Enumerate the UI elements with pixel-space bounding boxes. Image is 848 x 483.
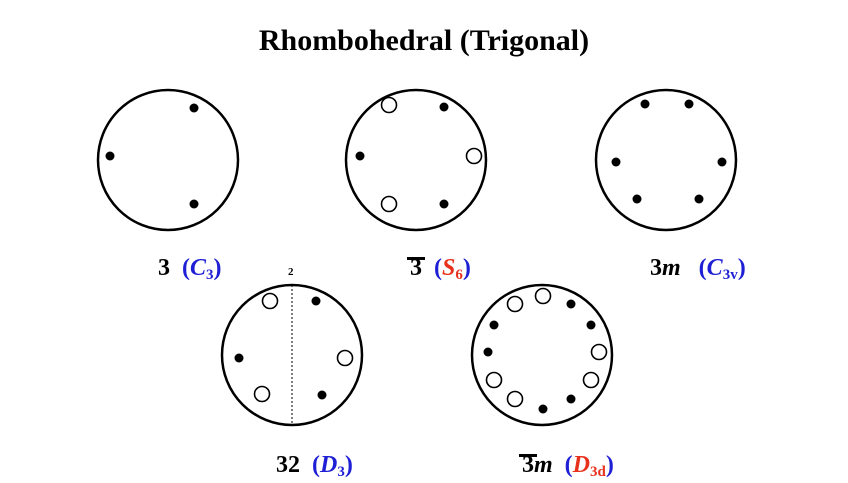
hm-symbol-overbar: 3 xyxy=(407,255,425,281)
hm-symbol: 32 xyxy=(276,452,300,478)
dot-upper xyxy=(489,320,499,330)
dot-upper xyxy=(632,194,642,204)
dot-upper xyxy=(234,353,244,363)
dot-upper xyxy=(538,404,548,414)
ring-lower xyxy=(506,295,524,313)
hm-symbol: 3m xyxy=(519,452,553,478)
dot-upper xyxy=(317,390,327,400)
ring-lower xyxy=(253,385,271,403)
stereogram-3bar xyxy=(344,88,488,232)
dot-upper xyxy=(189,103,199,113)
stereogram-3 xyxy=(96,88,240,232)
dot-upper xyxy=(694,194,704,204)
ring-lower xyxy=(380,195,398,213)
ring-lower xyxy=(506,390,524,408)
label-3bar: 3 (S6) xyxy=(407,255,471,284)
hm-symbol: 3 xyxy=(158,255,170,281)
stereogram-3barm xyxy=(470,283,614,427)
label-3: 3 (C3) xyxy=(158,255,222,284)
stereogram-3m xyxy=(594,88,738,232)
primitive-circle xyxy=(96,88,240,232)
stereogram-32 xyxy=(220,283,364,427)
ring-lower xyxy=(590,343,608,361)
dot-upper xyxy=(483,347,493,357)
page-title: Rhombohedral (Trigonal) xyxy=(258,24,590,57)
ring-lower xyxy=(380,96,398,114)
primitive-circle xyxy=(470,283,614,427)
ring-lower xyxy=(534,287,552,305)
hm-symbol: 3m xyxy=(650,255,681,281)
dot-upper xyxy=(684,99,694,109)
primitive-circle xyxy=(594,88,738,232)
schoenflies-symbol: (S6) xyxy=(434,255,471,283)
dot-upper xyxy=(611,157,621,167)
twofold-axis-label: 2 xyxy=(288,266,294,278)
schoenflies-symbol: (D3) xyxy=(312,452,353,480)
dot-upper xyxy=(189,199,199,209)
dot-upper xyxy=(355,151,365,161)
ring-lower xyxy=(261,292,279,310)
label-3m: 3m (C3v) xyxy=(650,255,746,284)
schoenflies-symbol: (C3) xyxy=(182,255,222,283)
dot-upper xyxy=(566,394,576,404)
dot-upper xyxy=(586,320,596,330)
schoenflies-symbol: (D3d) xyxy=(564,452,614,480)
ring-lower xyxy=(485,371,503,389)
ring-lower xyxy=(582,371,600,389)
ring-lower xyxy=(465,147,483,165)
dot-upper xyxy=(311,296,321,306)
dot-upper xyxy=(105,151,115,161)
dot-upper xyxy=(439,199,449,209)
dot-upper xyxy=(717,157,727,167)
ring-lower xyxy=(336,349,354,367)
primitive-circle xyxy=(344,88,488,232)
label-32: 32 (D3) xyxy=(276,452,353,481)
schoenflies-symbol: (C3v) xyxy=(698,255,746,283)
dot-upper xyxy=(566,299,576,309)
label-3barm: 3m (D3d) xyxy=(519,452,614,481)
dot-upper xyxy=(640,99,650,109)
dot-upper xyxy=(439,102,449,112)
